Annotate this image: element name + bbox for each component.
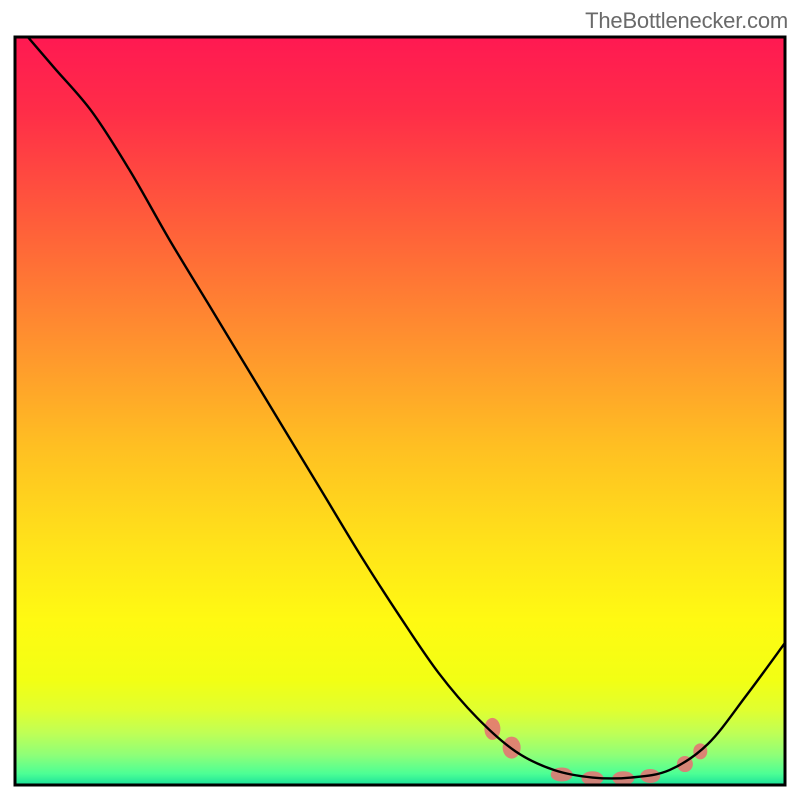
watermark-text: TheBottlenecker.com [585, 8, 788, 34]
chart-canvas [0, 0, 800, 800]
chart-background [15, 37, 785, 785]
